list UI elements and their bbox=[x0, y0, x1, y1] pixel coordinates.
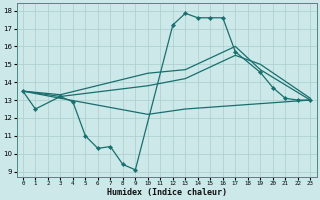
X-axis label: Humidex (Indice chaleur): Humidex (Indice chaleur) bbox=[107, 188, 227, 197]
